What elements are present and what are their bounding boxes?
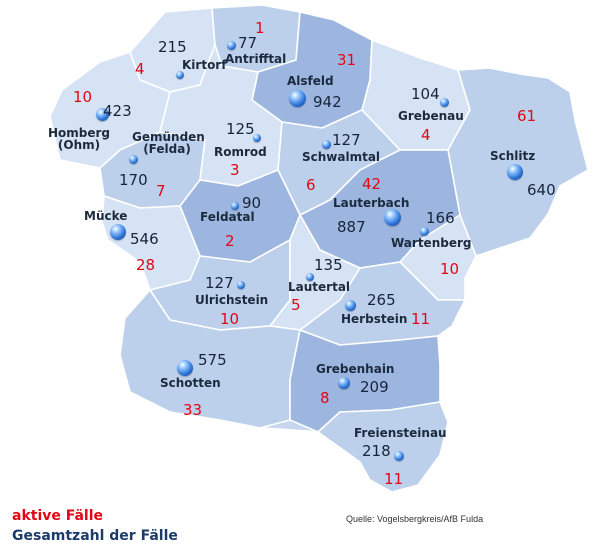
name-romrod: Romrod [214, 145, 267, 159]
total-muecke: 546 [130, 230, 159, 248]
total-grebenhain: 209 [360, 378, 389, 396]
total-lautertal: 135 [314, 256, 343, 274]
active-freiensteinau: 11 [384, 470, 404, 488]
marker-gemuenden[interactable] [129, 155, 138, 164]
region-freiensteinau [317, 401, 449, 493]
active-grebenhain: 8 [320, 389, 330, 407]
name-kirtorf: Kirtorf [182, 58, 227, 72]
marker-grebenhain[interactable] [338, 377, 350, 389]
name-ulrichstein: Ulrichstein [195, 293, 269, 307]
total-lauterbach: 887 [337, 218, 366, 236]
active-grebenau: 4 [421, 126, 431, 144]
total-herbstein: 265 [367, 291, 396, 309]
marker-grebenau[interactable] [440, 98, 449, 107]
name-muecke: Mücke [84, 209, 128, 223]
total-antrifftal: 77 [238, 34, 258, 52]
marker-muecke[interactable] [110, 224, 126, 240]
legend-active-label: aktive Fälle [12, 508, 104, 524]
total-feldatal: 90 [242, 194, 262, 212]
active-homberg: 10 [73, 88, 93, 106]
source-note: Quelle: Vogelsbergkreis/AfB Fulda [346, 514, 484, 524]
marker-homberg[interactable] [96, 108, 109, 121]
active-schlitz: 61 [517, 107, 537, 125]
active-kirtorf: 4 [135, 60, 145, 78]
marker-antrifftal[interactable] [227, 41, 236, 50]
name-feldatal: Feldatal [200, 210, 255, 224]
marker-lauterbach[interactable] [384, 209, 401, 226]
name-lauterbach: Lauterbach [333, 196, 410, 210]
total-gemuenden: 170 [119, 171, 148, 189]
active-wartenberg: 10 [440, 260, 460, 278]
name-antrifftal: Antrifftal [225, 52, 287, 66]
total-ulrichstein: 127 [205, 274, 234, 292]
marker-ulrichstein[interactable] [237, 281, 245, 289]
name-schlitz: Schlitz [490, 149, 536, 163]
active-ulrichstein: 10 [220, 310, 240, 328]
name-gemuenden: Gemünden (Felda) [132, 130, 205, 156]
total-schlitz: 640 [527, 181, 556, 199]
total-grebenau: 104 [411, 85, 440, 103]
name-grebenhain: Grebenhain [316, 362, 395, 376]
total-freiensteinau: 218 [362, 442, 391, 460]
marker-schwalmtal[interactable] [322, 140, 331, 149]
active-schotten: 33 [183, 401, 203, 419]
name-homberg: Homberg (Ohm) [47, 126, 111, 152]
total-alsfeld: 942 [313, 93, 342, 111]
marker-lautertal[interactable] [306, 273, 314, 281]
marker-alsfeld[interactable] [289, 90, 306, 107]
marker-wartenberg[interactable] [420, 227, 429, 236]
name-herbstein: Herbstein [341, 312, 408, 326]
total-schotten: 575 [198, 351, 227, 369]
name-schotten: Schotten [160, 376, 221, 390]
name-lautertal: Lautertal [288, 280, 351, 294]
marker-schlitz[interactable] [507, 164, 523, 180]
name-grebenau: Grebenau [398, 109, 464, 123]
active-feldatal: 2 [225, 232, 235, 250]
total-homberg: 423 [103, 102, 132, 120]
active-romrod: 3 [230, 161, 240, 179]
active-herbstein: 11 [411, 310, 431, 328]
total-romrod: 125 [226, 120, 255, 138]
name-alsfeld: Alsfeld [287, 74, 334, 88]
marker-romrod[interactable] [253, 134, 261, 142]
legend-total-label: Gesamtzahl der Fälle [12, 528, 178, 544]
total-wartenberg: 166 [426, 209, 455, 227]
marker-schotten[interactable] [177, 360, 193, 376]
active-schwalmtal: 6 [306, 176, 316, 194]
marker-freiensteinau[interactable] [394, 451, 404, 461]
marker-feldatal[interactable] [231, 202, 239, 210]
total-kirtorf: 215 [158, 38, 187, 56]
active-lauterbach: 42 [362, 175, 382, 193]
active-muecke: 28 [136, 256, 156, 274]
active-alsfeld: 31 [337, 51, 357, 69]
active-gemuenden: 7 [156, 182, 166, 200]
total-schwalmtal: 127 [332, 131, 361, 149]
marker-herbstein[interactable] [345, 300, 356, 311]
name-schwalmtal: Schwalmtal [302, 150, 381, 164]
marker-kirtorf[interactable] [176, 71, 184, 79]
active-antrifftal: 1 [255, 19, 265, 37]
name-wartenberg: Wartenberg [391, 236, 472, 250]
active-lautertal: 5 [291, 296, 301, 314]
name-freiensteinau: Freiensteinau [354, 426, 447, 440]
